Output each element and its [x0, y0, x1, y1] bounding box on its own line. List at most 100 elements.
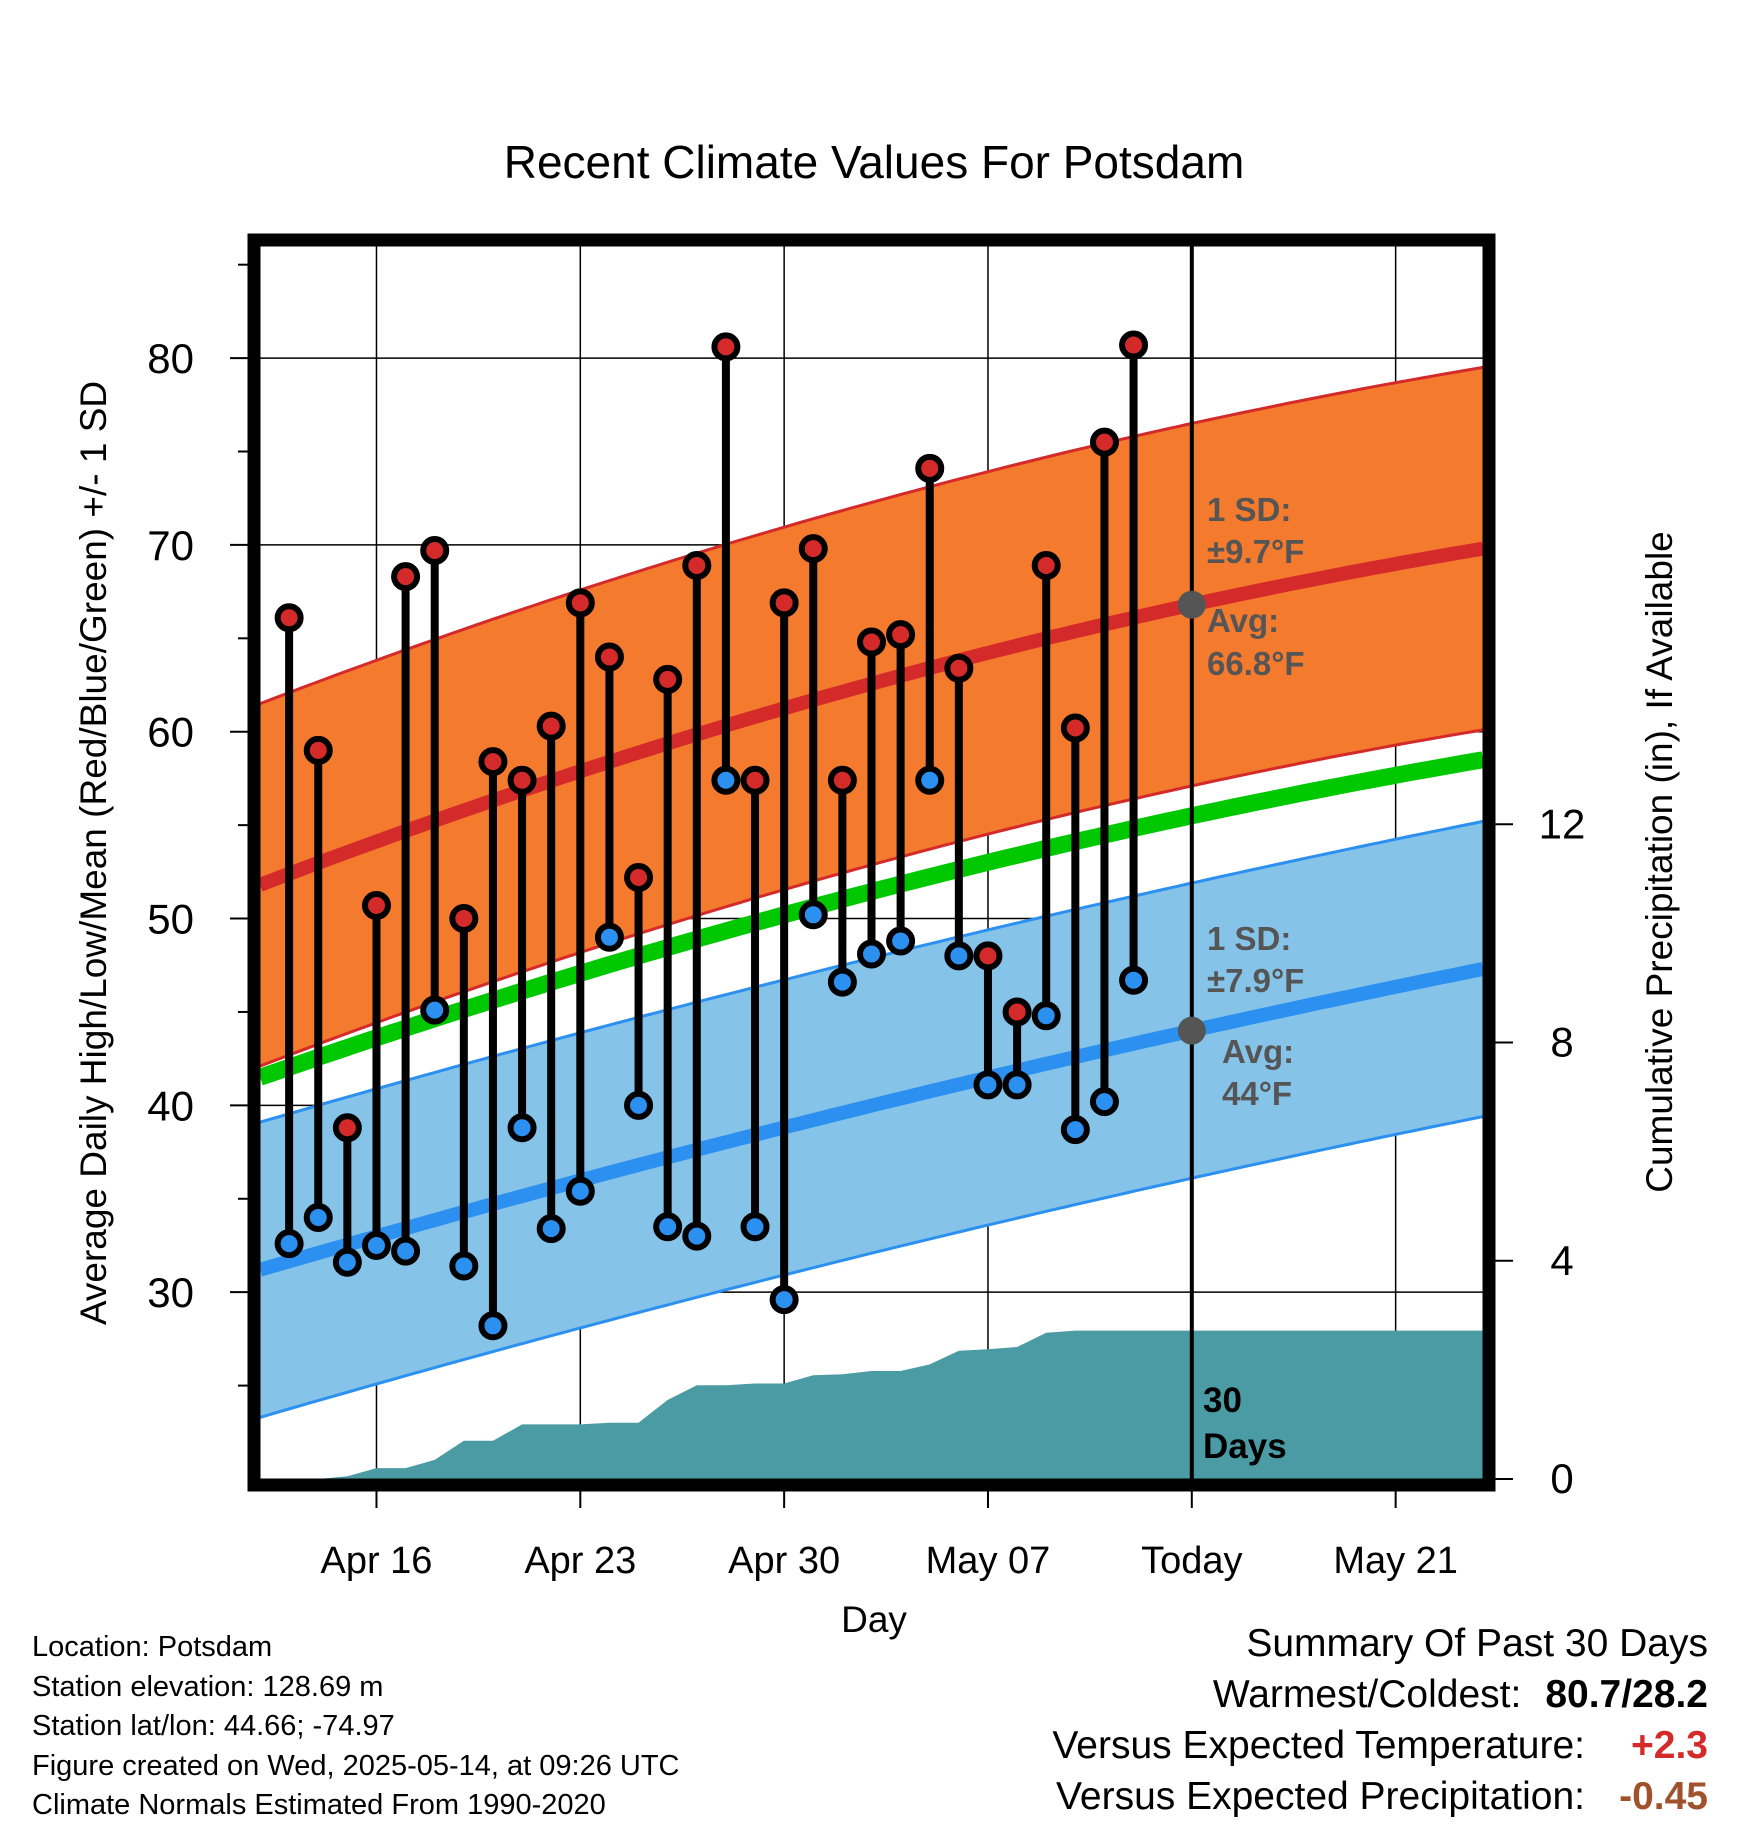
y-right-tick-label: 12 — [1539, 800, 1586, 847]
low-avg-label: Avg: — [1222, 1033, 1294, 1070]
summary-heading: Summary Of Past 30 Days — [1246, 1622, 1708, 1665]
daily-low-point — [1002, 1070, 1032, 1100]
daily-low-point — [391, 1236, 421, 1266]
daily-low-point — [274, 1229, 304, 1259]
high-sd-value: ±9.7°F — [1207, 533, 1304, 570]
daily-low-point — [1031, 1001, 1061, 1031]
daily-high-point — [1089, 427, 1119, 457]
x-tick-label: Today — [1141, 1540, 1242, 1582]
daily-low-point — [361, 1230, 391, 1260]
low-sd-lower-edge — [260, 1115, 1483, 1419]
daily-high-point — [857, 627, 886, 657]
daily-low-point — [798, 900, 828, 930]
cumulative-precip-area — [260, 1330, 1483, 1479]
normals-text: Climate Normals Estimated From 1990-2020 — [32, 1789, 606, 1821]
daily-high-point — [1060, 713, 1090, 743]
daily-high-point — [361, 890, 391, 920]
daily-low-point — [1060, 1115, 1090, 1145]
daily-low-point — [624, 1090, 654, 1120]
daily-low-point — [507, 1113, 537, 1143]
y-left-tick-label: 30 — [147, 1269, 194, 1316]
x-axis-label: Day — [841, 1599, 907, 1640]
normal-low-today-marker — [1177, 1016, 1206, 1045]
daily-high-point — [886, 620, 916, 650]
temp-value: +2.3 — [1631, 1724, 1708, 1767]
station-info: Location: Potsdam Station elevation: 128… — [32, 1628, 680, 1826]
daily-high-point — [420, 536, 450, 566]
daily-low-point — [449, 1251, 479, 1281]
daily-high-point — [682, 550, 712, 580]
low-avg-value: 44°F — [1222, 1075, 1292, 1112]
daily-low-point — [420, 995, 450, 1025]
daily-high-point — [915, 453, 945, 483]
daily-high-point — [536, 711, 566, 741]
y-right-tick-label: 4 — [1550, 1237, 1573, 1284]
daily-high-point — [274, 603, 304, 633]
y-right-tick-label: 8 — [1550, 1019, 1573, 1066]
daily-high-point — [1031, 550, 1061, 580]
daily-high-point — [565, 588, 595, 618]
plot-area: 30 40 50 60 70 80 0 4 8 12 Apr 16 Apr 23 Apr 30 May 0… — [147, 233, 1586, 1582]
daily-low-point — [653, 1212, 683, 1242]
daily-low-point — [740, 1212, 770, 1242]
y-right-tick-label: 0 — [1550, 1455, 1573, 1502]
daily-low-point — [915, 765, 945, 795]
daily-low-point — [1089, 1087, 1119, 1117]
created-text: Figure created on Wed, 2025-05-14, at 09… — [32, 1749, 680, 1782]
y-left-tick-label: 70 — [147, 522, 194, 569]
y-axis-right-label: Cumulative Precipitation (in), If Availa… — [1639, 531, 1680, 1193]
x-tick-label: May 07 — [926, 1540, 1051, 1582]
temp-row: Versus Expected Temperature: +2.3 — [1052, 1720, 1708, 1771]
daily-high-point — [944, 653, 974, 683]
high-sd-upper-edge — [260, 365, 1483, 706]
high-sd-label: 1 SD: — [1207, 491, 1291, 528]
daily-low-point — [711, 765, 741, 795]
warm-cold-value: 80.7/28.2 — [1545, 1673, 1708, 1716]
summary-panel: Summary Of Past 30 Days Warmest/Coldest:… — [1052, 1618, 1708, 1822]
latlon-text: Station lat/lon: 44.66; -74.97 — [32, 1710, 395, 1742]
daily-low-point — [1119, 965, 1149, 995]
daily-low-point — [478, 1311, 508, 1341]
daily-low-point — [682, 1221, 712, 1251]
daily-high-point — [827, 765, 857, 795]
x-tick-label: Apr 23 — [524, 1540, 636, 1582]
daily-low-point — [565, 1176, 595, 1206]
y-left-tick-label: 40 — [147, 1082, 194, 1129]
precip-value: -0.45 — [1619, 1775, 1708, 1818]
daily-high-point — [1002, 997, 1032, 1027]
daily-high-point — [594, 642, 624, 672]
precip-row: Versus Expected Precipitation: -0.45 — [1052, 1771, 1708, 1822]
x-tick-label: Apr 30 — [728, 1540, 840, 1582]
chart-title: Recent Climate Values For Potsdam — [504, 136, 1245, 188]
observed-temps — [274, 330, 1149, 1341]
location-text: Location: Potsdam — [32, 1631, 273, 1663]
daily-high-point — [653, 664, 683, 694]
daily-high-point — [798, 534, 828, 564]
warm-cold-label: Warmest/Coldest: — [1212, 1673, 1522, 1716]
daily-high-point — [1119, 330, 1149, 360]
daily-high-point — [449, 904, 479, 934]
daily-low-point — [827, 967, 857, 997]
low-sd-label: 1 SD: — [1207, 920, 1291, 957]
low-sd-band — [260, 821, 1483, 1418]
elevation-text: Station elevation: 128.69 m — [32, 1670, 384, 1703]
daily-low-point — [944, 941, 974, 971]
daily-high-point — [973, 941, 1003, 971]
normal-high-today-marker — [1177, 590, 1206, 619]
high-avg-label: Avg: — [1207, 602, 1279, 639]
daily-low-point — [536, 1214, 566, 1244]
axis-ticks: 30 40 50 60 70 80 0 4 8 12 Apr 16 Apr 23 Apr 30 May 0… — [147, 263, 1586, 1582]
warm-cold-row: Warmest/Coldest: 80.7/28.2 — [1052, 1669, 1708, 1720]
y-axis-left-label: Average Daily High/Low/Mean (Red/Blue/Gr… — [73, 381, 114, 1325]
days-count: 30 — [1203, 1381, 1242, 1420]
x-tick-label: Apr 16 — [320, 1540, 432, 1582]
days-annotation: 30 Days — [1203, 1381, 1287, 1466]
daily-high-point — [624, 862, 654, 892]
precip-label: Versus Expected Precipitation: — [1056, 1775, 1585, 1818]
y-left-tick-label: 60 — [147, 709, 194, 756]
y-left-tick-label: 80 — [147, 335, 194, 382]
daily-high-point — [769, 588, 799, 618]
daily-high-point — [740, 765, 770, 795]
daily-low-point — [303, 1202, 333, 1232]
